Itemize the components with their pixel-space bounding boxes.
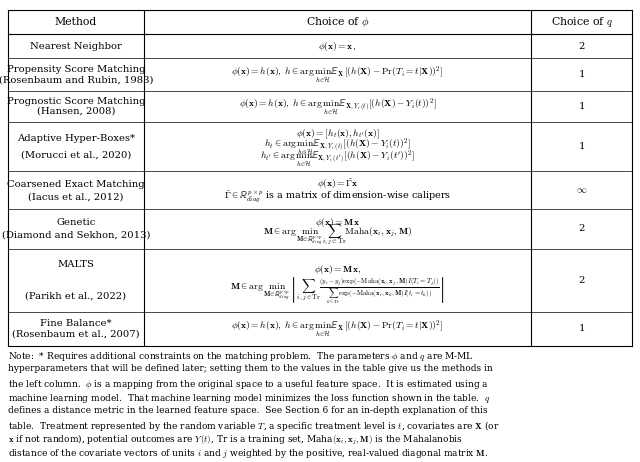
Text: machine learning model.  That machine learning model minimizes the loss function: machine learning model. That machine lea… xyxy=(8,392,490,405)
Text: (Morucci et al., 2020): (Morucci et al., 2020) xyxy=(20,150,131,159)
Text: (Rosenbaum et al., 2007): (Rosenbaum et al., 2007) xyxy=(12,330,140,339)
Text: Coarsened Exact Matching: Coarsened Exact Matching xyxy=(7,180,145,188)
Text: $\mathbf{M} \in \arg\min_{\mathbf{M} \in \mathbb{R}^{p \times p}_{diag}} \sum_{i: $\mathbf{M} \in \arg\min_{\mathbf{M} \in… xyxy=(263,223,412,248)
Text: Fine Balance*: Fine Balance* xyxy=(40,319,111,328)
Text: Nearest Neighbor: Nearest Neighbor xyxy=(30,42,122,51)
Text: (Parikh et al., 2022): (Parikh et al., 2022) xyxy=(25,292,126,301)
Text: 1: 1 xyxy=(579,324,585,334)
Text: Genetic: Genetic xyxy=(56,218,95,227)
Text: $\phi(\mathbf{x}) = h(\mathbf{x}),\; h \in \arg\min_{h \in \mathcal{H}} \mathbb{: $\phi(\mathbf{x}) = h(\mathbf{x}),\; h \… xyxy=(239,96,436,117)
Text: $\phi(\mathbf{x}) = \mathbf{x},$: $\phi(\mathbf{x}) = \mathbf{x},$ xyxy=(319,40,356,53)
Text: MALTS: MALTS xyxy=(58,260,94,269)
Text: Adaptive Hyper-Boxes*: Adaptive Hyper-Boxes* xyxy=(17,134,135,143)
Text: $\phi(\mathbf{x}) = \mathbf{Mx},$: $\phi(\mathbf{x}) = \mathbf{Mx},$ xyxy=(314,263,361,276)
Text: $\phi(\mathbf{x}) = \tilde{\Gamma}\mathbf{x}$: $\phi(\mathbf{x}) = \tilde{\Gamma}\mathb… xyxy=(317,177,358,191)
Text: Choice of $\phi$: Choice of $\phi$ xyxy=(306,15,369,29)
Text: $\infty$: $\infty$ xyxy=(576,186,588,195)
Text: $h_t \in \arg\min_{h \in \mathcal{H}} \mathbb{E}_{\mathbf{X}, Y_i(t)}[(h(\mathbf: $h_t \in \arg\min_{h \in \mathcal{H}} \m… xyxy=(264,136,411,157)
Text: $\mathbf{M} \in \arg\min_{\mathbf{M} \in \mathbb{R}^{p \times p}_{diag}} \left| : $\mathbf{M} \in \arg\min_{\mathbf{M} \in… xyxy=(230,276,445,306)
Text: (Hansen, 2008): (Hansen, 2008) xyxy=(36,107,115,116)
Text: 1: 1 xyxy=(579,102,585,111)
Text: Note:  * Requires additional constraints on the matching problem.  The parameter: Note: * Requires additional constraints … xyxy=(8,350,474,363)
Text: Method: Method xyxy=(54,17,97,27)
Text: (Rosenbaum and Rubin, 1983): (Rosenbaum and Rubin, 1983) xyxy=(0,76,153,85)
Text: 2: 2 xyxy=(579,225,585,233)
Text: hyperparameters that will be defined later; setting them to the values in the ta: hyperparameters that will be defined lat… xyxy=(8,364,492,373)
Text: 1: 1 xyxy=(579,142,585,151)
Text: (Iacus et al., 2012): (Iacus et al., 2012) xyxy=(28,192,124,201)
Text: (Diamond and Sekhon, 2013): (Diamond and Sekhon, 2013) xyxy=(1,231,150,240)
Text: table.  Treatment represented by the random variable $T$, a specific treatment l: table. Treatment represented by the rand… xyxy=(8,419,499,433)
Text: distance of the covariate vectors of units $i$ and $j$ weighted by the positive,: distance of the covariate vectors of uni… xyxy=(8,447,488,460)
Text: the left column.  $\phi$ is a mapping from the original space to a useful featur: the left column. $\phi$ is a mapping fro… xyxy=(8,378,488,391)
Text: $h_{t'} \in \arg\min_{h \in \mathcal{H}} \mathbb{E}_{\mathbf{X}, Y_i(t')}[(h(\ma: $h_{t'} \in \arg\min_{h \in \mathcal{H}}… xyxy=(260,148,415,170)
Text: $\phi(\mathbf{x}) = h(\mathbf{x}),\; h \in \arg\min_{h \in \mathcal{H}} \mathbb{: $\phi(\mathbf{x}) = h(\mathbf{x}),\; h \… xyxy=(231,64,444,85)
Text: $\phi(\mathbf{x}) = h(\mathbf{x}),\; h \in \arg\min_{h \in \mathcal{H}} \mathbb{: $\phi(\mathbf{x}) = h(\mathbf{x}),\; h \… xyxy=(231,318,444,340)
Text: Prognostic Score Matching: Prognostic Score Matching xyxy=(6,97,145,106)
Text: $\phi(\mathbf{x}) = \mathbf{Mx}$: $\phi(\mathbf{x}) = \mathbf{Mx}$ xyxy=(315,216,360,229)
Text: 2: 2 xyxy=(579,276,585,285)
Text: $\mathbf{x}$ if not random), potential outcomes are $Y(t)$, Tr is a training set: $\mathbf{x}$ if not random), potential o… xyxy=(8,433,463,448)
Text: Choice of $q$: Choice of $q$ xyxy=(550,15,613,29)
Text: $\phi(\mathbf{x}) = [h_t(\mathbf{x}), h_{t'}(\mathbf{x})]$: $\phi(\mathbf{x}) = [h_t(\mathbf{x}), h_… xyxy=(296,128,380,140)
Text: defines a distance metric in the learned feature space.  See Section 6 for an in: defines a distance metric in the learned… xyxy=(8,406,487,414)
Text: 2: 2 xyxy=(579,42,585,51)
Text: Propensity Score Matching: Propensity Score Matching xyxy=(6,65,145,74)
Text: 1: 1 xyxy=(579,70,585,79)
Text: $\tilde{\Gamma} \in \mathbb{R}^{p \times p}_{diag}$ is a matrix of dimension-wis: $\tilde{\Gamma} \in \mathbb{R}^{p \times… xyxy=(224,189,451,204)
